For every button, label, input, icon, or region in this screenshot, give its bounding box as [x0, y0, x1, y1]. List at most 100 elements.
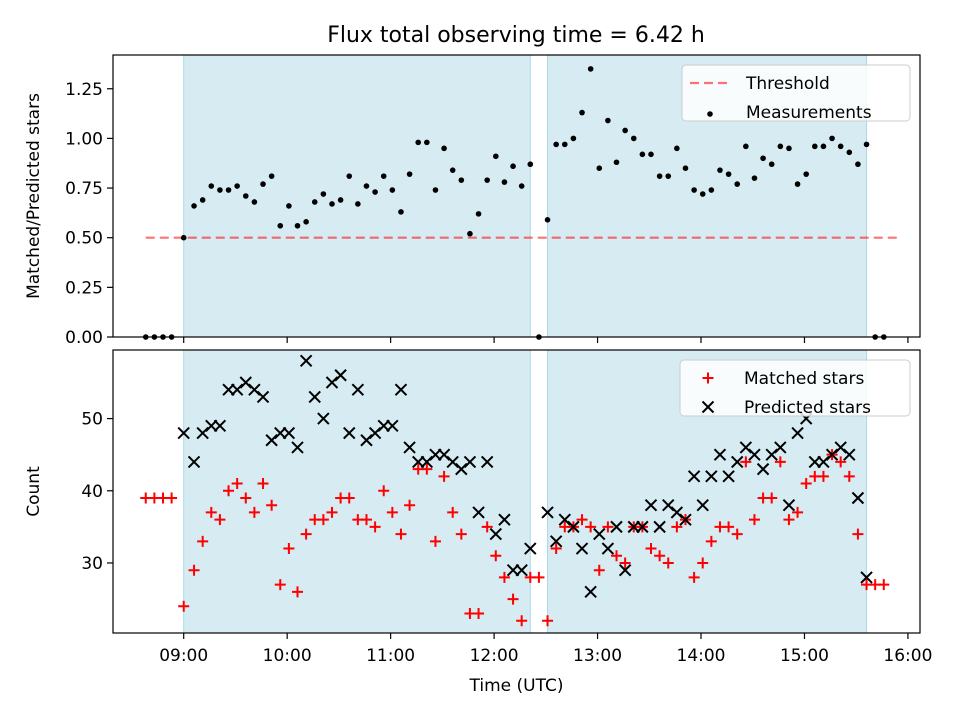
- measurement-point: [355, 201, 361, 207]
- measurement-point: [587, 66, 594, 72]
- predicted-point: [722, 470, 735, 483]
- measurement-point: [449, 167, 456, 173]
- matched-point: [266, 499, 278, 511]
- matched-point: [697, 557, 709, 569]
- matched-point: [817, 470, 829, 482]
- matched-point: [214, 514, 226, 526]
- measurement-point: [777, 143, 784, 150]
- measurement-point: [665, 173, 672, 179]
- measurement-point: [363, 183, 370, 189]
- predicted-point: [843, 448, 856, 461]
- x-axis-label: Time (UTC): [469, 676, 564, 696]
- matched-point: [542, 615, 554, 627]
- matched-point: [429, 535, 441, 547]
- y-tick-label: 0.00: [65, 328, 103, 348]
- observing-window-0: [183, 349, 531, 634]
- matched-point: [654, 550, 666, 562]
- measurement-point: [380, 173, 387, 179]
- predicted-point: [593, 527, 606, 541]
- predicted-point: [610, 520, 623, 534]
- y-tick-label: 40: [81, 482, 103, 502]
- matched-point: [343, 492, 355, 504]
- measurement-point: [398, 209, 404, 215]
- matched-point: [421, 463, 433, 475]
- predicted-point: [463, 455, 477, 469]
- predicted-point: [334, 369, 347, 382]
- matched-point: [188, 564, 200, 576]
- matched-point: [688, 571, 700, 583]
- predicted-point: [187, 455, 201, 469]
- matched-point: [774, 456, 786, 468]
- matched-point: [748, 514, 760, 526]
- predicted-point: [679, 513, 692, 526]
- measurement-point: [682, 165, 689, 171]
- predicted-point: [774, 441, 787, 454]
- matched-point: [800, 478, 812, 490]
- matched-point: [593, 564, 605, 576]
- matched-point: [369, 521, 381, 533]
- predicted-point: [351, 383, 365, 396]
- measurement-point: [605, 117, 611, 124]
- predicted-point: [282, 426, 296, 440]
- matched-point: [792, 506, 804, 518]
- measurement-point: [346, 173, 353, 179]
- legend-box: [681, 64, 911, 122]
- measurement-point: [372, 189, 378, 195]
- measurement-point: [467, 230, 473, 237]
- measurement-point: [320, 191, 327, 197]
- x-tick-label: 12:00: [470, 646, 519, 666]
- predicted-point: [498, 513, 511, 526]
- x-tick-label: 15:00: [780, 646, 829, 666]
- measurement-point: [208, 183, 215, 189]
- legend-label: Predicted stars: [744, 398, 871, 418]
- measurement-point: [406, 171, 413, 177]
- y-tick-label: 0.25: [65, 278, 103, 298]
- measurement-point: [337, 197, 344, 203]
- matched-point: [498, 571, 510, 583]
- matched-point: [326, 506, 338, 518]
- matched-point: [835, 456, 847, 468]
- y-axis-label: Count: [24, 466, 44, 517]
- y-tick-label: 50: [81, 410, 103, 430]
- predicted-point: [386, 419, 399, 433]
- measurement-point: [691, 187, 697, 193]
- matched-point: [223, 485, 235, 497]
- matched-point: [455, 528, 467, 540]
- measurement-point: [734, 181, 741, 187]
- matched-point: [611, 550, 623, 562]
- measurement-point: [579, 109, 585, 116]
- matched-point: [395, 528, 407, 540]
- measurement-point: [180, 234, 187, 241]
- predicted-point: [636, 520, 649, 534]
- predicted-point: [748, 448, 761, 461]
- predicted-point: [567, 520, 580, 534]
- matched-point: [166, 492, 178, 504]
- measurement-point: [234, 183, 240, 189]
- matched-point: [386, 506, 398, 518]
- legend-box: [679, 359, 911, 417]
- matched-point: [360, 514, 372, 526]
- matched-point: [257, 478, 269, 490]
- measurement-point: [544, 217, 551, 223]
- measurement-point: [674, 145, 680, 152]
- measurement-point: [311, 199, 318, 205]
- measurement-point: [294, 222, 301, 229]
- x-tick-label: 14:00: [677, 646, 726, 666]
- measurement-point: [656, 173, 663, 179]
- predicted-point: [256, 390, 270, 404]
- predicted-point: [696, 499, 709, 512]
- matched-point: [671, 521, 683, 533]
- predicted-point: [489, 527, 503, 541]
- observing-window-0: [183, 54, 531, 338]
- predicted-point: [791, 426, 804, 440]
- measurement-point: [846, 149, 853, 156]
- matched-point: [283, 543, 295, 555]
- predicted-point: [851, 491, 865, 505]
- measurement-point: [415, 139, 422, 146]
- measurement-point: [286, 203, 292, 209]
- axes-frame: [112, 54, 921, 338]
- chart-title: Flux total observing time = 6.42 h: [327, 23, 705, 48]
- measurement-point: [458, 177, 465, 183]
- predicted-point: [653, 520, 666, 534]
- measurement-point: [717, 167, 723, 173]
